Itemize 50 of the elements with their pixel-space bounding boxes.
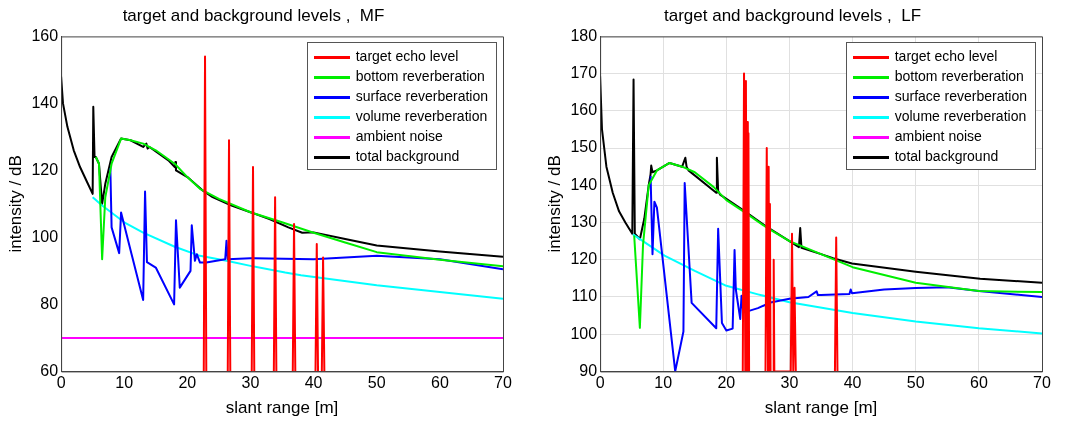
legend-label: surface reverberation [894,88,1027,105]
x-tick-label: 30 [241,374,260,392]
y-tick-label: 130 [570,212,598,230]
legend-label: ambient noise [894,128,982,145]
x-axis-title: slant range [m] [764,398,878,418]
y-axis-title: intensity / dB [5,155,25,253]
legend-label: volume reverberation [355,108,488,125]
x-tick-label: 50 [367,374,386,392]
chart-title: target and background levels , MF [122,5,385,25]
y-tick-label: 180 [570,26,598,44]
y-tick-label: 140 [570,175,598,193]
y-tick-label: 80 [40,294,59,312]
x-tick-label: 70 [494,374,512,392]
y-tick-label: 140 [31,93,59,111]
x-tick-label: 40 [304,374,323,392]
legend-label: target echo level [355,48,459,65]
y-tick-label: 90 [579,361,598,379]
x-tick-label: 20 [717,374,736,392]
y-tick-label: 120 [570,250,598,268]
legend-label: ambient noise [355,128,443,145]
y-tick-label: 110 [571,287,598,305]
y-tick-label: 100 [570,324,598,342]
x-tick-label: 60 [430,374,449,392]
x-tick-label: 40 [843,374,862,392]
y-tick-label: 60 [40,361,59,379]
y-tick-label: 160 [570,101,598,119]
y-tick-label: 150 [570,138,598,156]
legend-label: surface reverberation [355,88,488,105]
x-tick-label: 20 [178,374,197,392]
y-tick-label: 170 [570,64,598,82]
chart-title: target and background levels , LF [663,5,922,25]
x-axis-title: slant range [m] [225,398,339,418]
legend-label: total background [355,148,460,165]
x-tick-label: 60 [969,374,988,392]
legend-label: bottom reverberation [355,68,485,85]
x-tick-label: 70 [1033,374,1051,392]
x-tick-label: 50 [906,374,925,392]
legend-label: bottom reverberation [894,68,1024,85]
y-tick-label: 160 [31,26,59,44]
y-axis-title: intensity / dB [544,155,564,253]
x-tick-label: 30 [780,374,799,392]
x-tick-label: 0 [56,374,66,392]
legend-label: target echo level [894,48,998,65]
x-tick-label: 10 [654,374,673,392]
x-tick-label: 0 [595,374,605,392]
y-tick-label: 120 [31,160,59,178]
y-tick-label: 100 [31,227,59,245]
x-tick-label: 10 [115,374,134,392]
legend-label: volume reverberation [894,108,1027,125]
legend-label: total background [894,148,999,165]
